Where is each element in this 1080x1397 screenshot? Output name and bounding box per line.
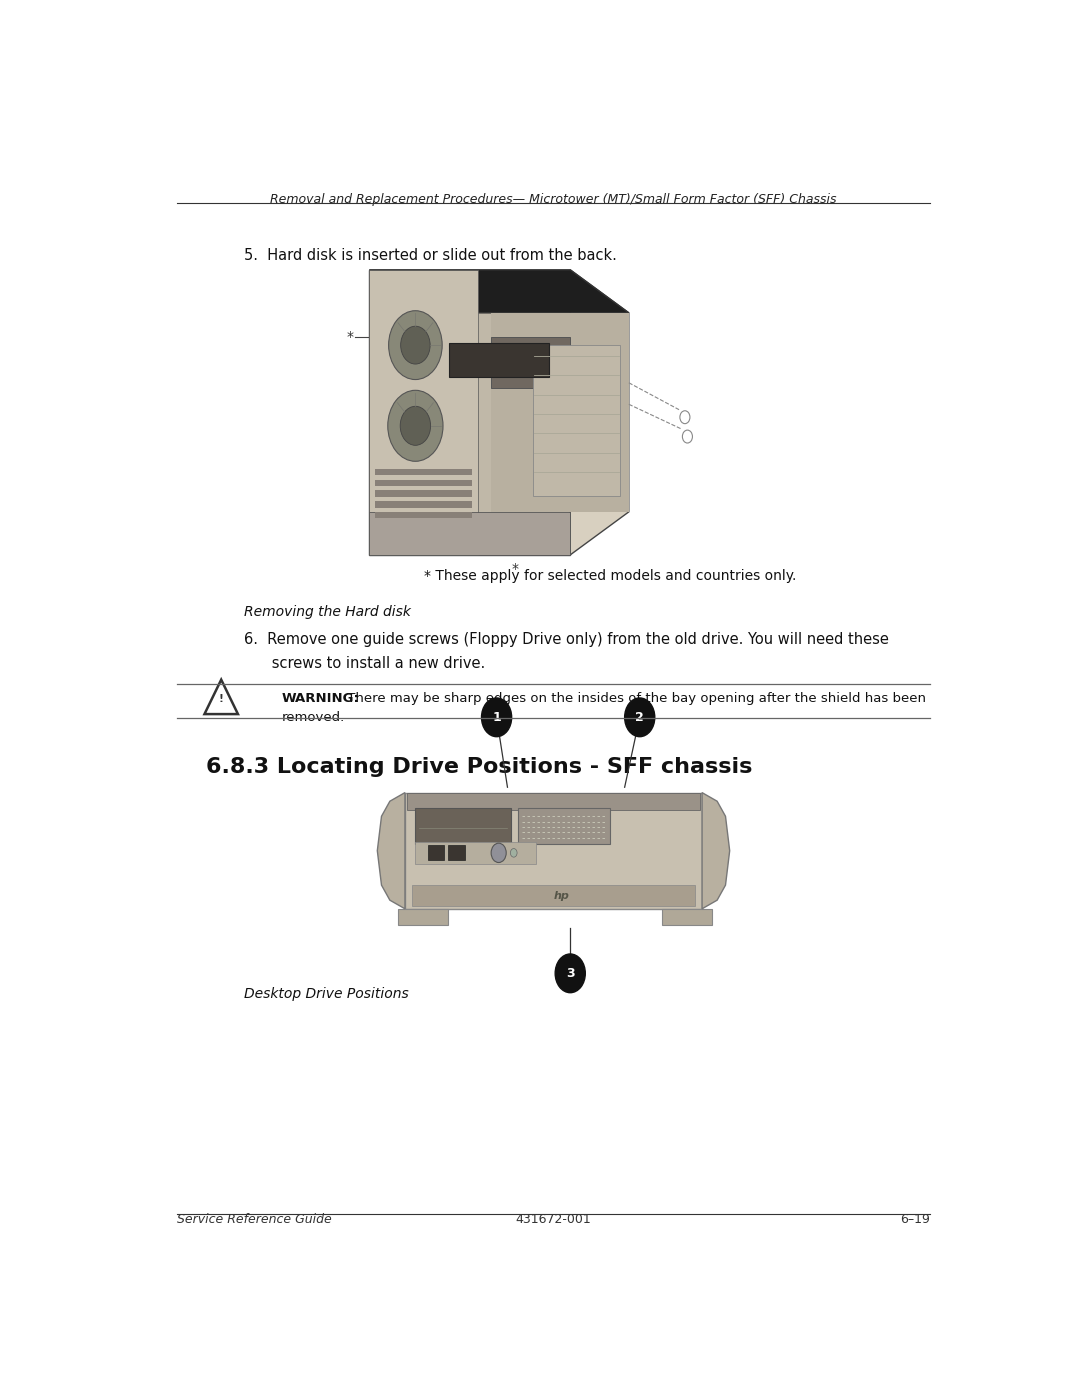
Polygon shape	[375, 490, 472, 497]
Polygon shape	[405, 792, 702, 909]
Text: screws to install a new drive.: screws to install a new drive.	[244, 657, 485, 671]
Polygon shape	[490, 313, 629, 511]
Circle shape	[624, 698, 654, 736]
Text: 3: 3	[566, 967, 575, 979]
Polygon shape	[662, 909, 712, 925]
Text: Removing the Hard disk: Removing the Hard disk	[244, 605, 410, 619]
Text: 6.8.3 Locating Drive Positions - SFF chassis: 6.8.3 Locating Drive Positions - SFF cha…	[206, 757, 753, 777]
Circle shape	[491, 844, 507, 862]
Polygon shape	[411, 886, 696, 905]
Text: 1: 1	[492, 711, 501, 724]
Text: *: *	[347, 330, 354, 344]
Polygon shape	[407, 792, 700, 810]
Polygon shape	[375, 502, 472, 507]
Circle shape	[388, 390, 443, 461]
Polygon shape	[204, 680, 238, 714]
Circle shape	[401, 407, 431, 446]
Circle shape	[555, 954, 585, 993]
Text: !: !	[219, 694, 224, 704]
Text: * These apply for selected models and countries only.: * These apply for selected models and co…	[423, 569, 796, 583]
Polygon shape	[369, 270, 629, 313]
Polygon shape	[369, 270, 478, 555]
Polygon shape	[369, 270, 570, 555]
Text: Removal and Replacement Procedures— Microtower (MT)/Small Form Factor (SFF) Chas: Removal and Replacement Procedures— Micr…	[270, 193, 837, 207]
Text: 6–19: 6–19	[901, 1213, 930, 1227]
Polygon shape	[448, 845, 465, 861]
Polygon shape	[428, 845, 444, 861]
Text: 6.  Remove one guide screws (Floppy Drive only) from the old drive. You will nee: 6. Remove one guide screws (Floppy Drive…	[244, 633, 889, 647]
Text: There may be sharp edges on the insides of the bay opening after the shield has : There may be sharp edges on the insides …	[343, 692, 927, 704]
Polygon shape	[702, 792, 730, 909]
Polygon shape	[490, 337, 570, 388]
Circle shape	[401, 326, 430, 365]
Text: Desktop Drive Positions: Desktop Drive Positions	[244, 988, 408, 1002]
Polygon shape	[399, 909, 448, 925]
Text: 5.  Hard disk is inserted or slide out from the back.: 5. Hard disk is inserted or slide out fr…	[244, 249, 617, 263]
Circle shape	[482, 698, 512, 736]
Polygon shape	[415, 807, 511, 844]
Polygon shape	[518, 807, 610, 844]
Polygon shape	[532, 345, 620, 496]
Polygon shape	[375, 479, 472, 486]
Circle shape	[389, 310, 442, 380]
Polygon shape	[377, 792, 405, 909]
Polygon shape	[570, 270, 629, 555]
Text: Service Reference Guide: Service Reference Guide	[177, 1213, 332, 1227]
Text: hp: hp	[554, 891, 570, 901]
Text: WARNING:: WARNING:	[282, 692, 360, 704]
Polygon shape	[369, 511, 570, 555]
Polygon shape	[449, 344, 550, 377]
Polygon shape	[375, 469, 472, 475]
Text: removed.: removed.	[282, 711, 345, 724]
Text: 431672-001: 431672-001	[515, 1213, 592, 1227]
Polygon shape	[415, 842, 537, 863]
Text: *: *	[512, 562, 518, 576]
Text: 2: 2	[635, 711, 644, 724]
Circle shape	[511, 848, 517, 858]
Polygon shape	[375, 511, 472, 518]
